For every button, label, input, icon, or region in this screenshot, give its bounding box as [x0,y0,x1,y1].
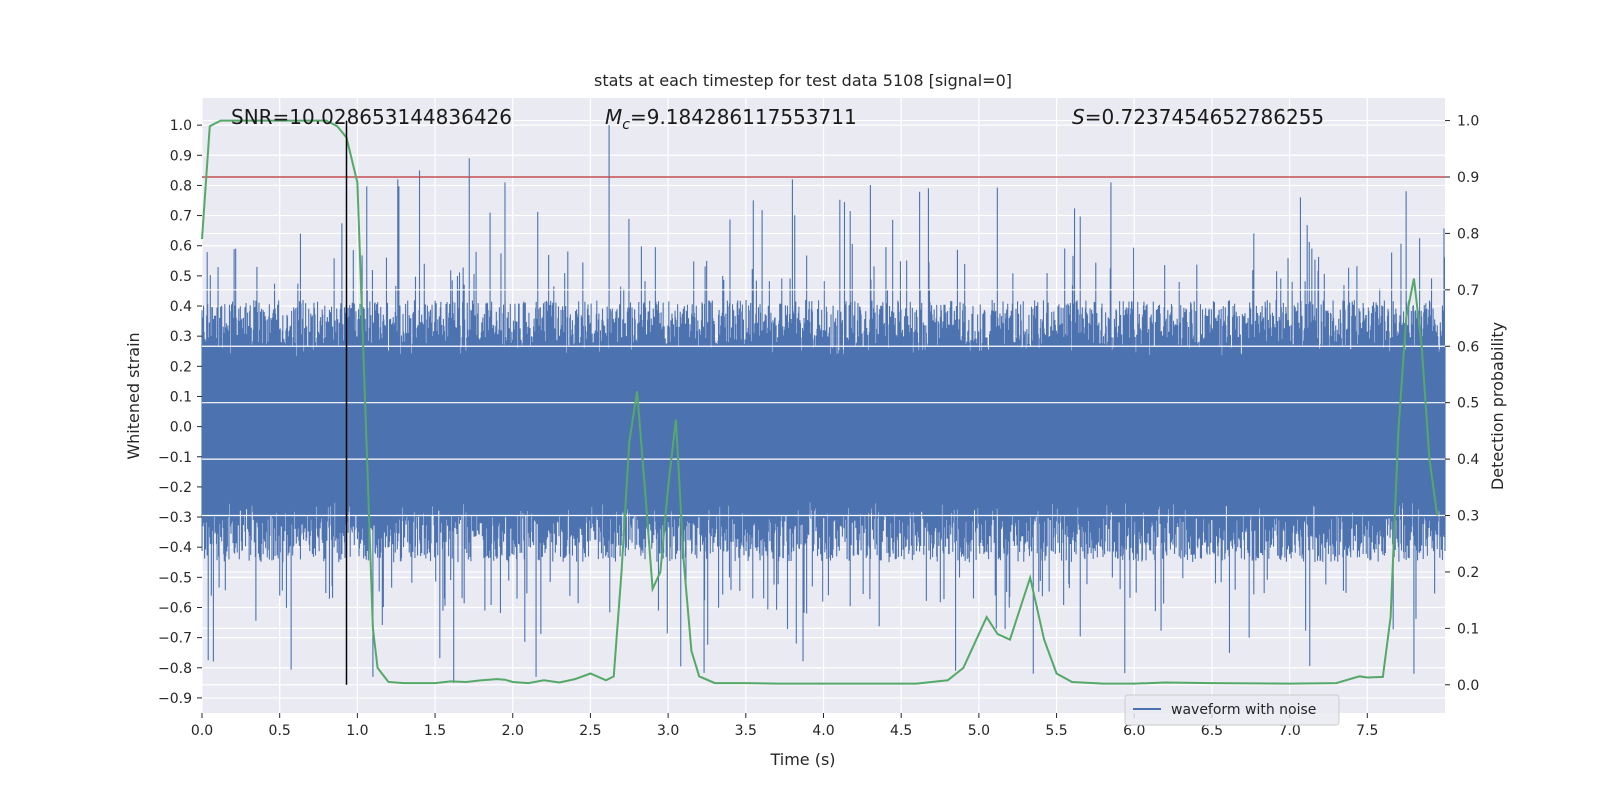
x-axis-label: Time (s) [769,750,835,769]
mc-annotation: Mc=9.184286117553711 [605,105,857,133]
y-left-tick-label: −0.7 [158,631,192,647]
snr-annotation: SNR=10.028653144836426 [231,105,512,129]
y-left-tick-label: −0.6 [158,600,192,616]
y-right-tick-label: 0.6 [1457,339,1479,355]
legend: waveform with noise [1124,694,1340,726]
y-right-tick-label: 0.3 [1457,509,1479,525]
x-tick-label: 6.0 [1123,723,1145,739]
s-symbol: S [1072,105,1085,129]
probability-series-line [201,119,1439,685]
x-tick-label: 6.5 [1201,723,1223,739]
y-right-axis-label: Detection probability [1488,322,1507,490]
y-right-tick-label: 0.4 [1457,452,1479,468]
x-tick-label: 0.5 [269,723,291,739]
y-left-tick-label: −0.3 [158,510,192,526]
x-tick-label: 0.0 [191,723,213,739]
y-left-tick-label: 0.7 [170,209,192,225]
y-right-tick-label: 0.0 [1457,678,1479,694]
x-tick-label: 1.0 [346,723,368,739]
y-left-tick-label: 0.1 [170,389,192,405]
chart-title: stats at each timestep for test data 510… [594,71,1012,90]
legend-box [1124,694,1340,726]
y-left-tick-label: 0.8 [170,178,192,194]
y-right-tick-label: 0.8 [1457,226,1479,242]
x-tick-label: 5.5 [1045,723,1067,739]
waveform-path [201,125,1446,683]
mc-symbol: M [605,105,622,129]
x-tick-label: 4.0 [812,723,834,739]
y-left-tick-label: −0.5 [158,570,192,586]
y-left-tick-label: −0.1 [158,450,192,466]
y-left-tick-label: 0.2 [170,359,192,375]
y-left-tick-label: 0.0 [170,420,192,436]
y-left-axis-label: Whitened strain [124,332,143,459]
y-left-tick-label: −0.9 [158,691,192,707]
y-left-tick-label: 0.4 [170,299,192,315]
x-tick-label: 2.0 [502,723,524,739]
y-left-tick-label: 0.3 [170,329,192,345]
mc-subscript: c [622,117,630,133]
s-annotation: S=0.7237454652786255 [1072,105,1324,129]
y-right-tick-label: 0.7 [1457,283,1479,299]
x-axis-ticks: 0.0 0.5 1.0 1.5 2.0 2.5 3.0 3.5 4.0 4.5 5.0 5.5 6.0 6… [191,713,1378,739]
y-left-tick-label: −0.8 [158,661,192,677]
waveform-series [201,125,1446,683]
mc-value: =9.184286117553711 [630,105,857,129]
legend-label: waveform with noise [1171,702,1316,718]
x-tick-label: 5.0 [968,723,990,739]
y-left-tick-label: 0.5 [170,269,192,285]
y-right-axis-ticks: 0.0 0.1 0.2 0.3 0.4 0.5 0.6 0.7 0.8 0.9 1.0 [1445,114,1479,694]
y-left-tick-label: 0.6 [170,239,192,255]
x-tick-label: 2.5 [579,723,601,739]
y-right-tick-label: 0.2 [1457,565,1479,581]
x-tick-label: 3.5 [735,723,757,739]
x-tick-label: 7.0 [1278,723,1300,739]
x-tick-label: 4.5 [890,723,912,739]
y-left-tick-label: −0.4 [158,540,192,556]
y-left-tick-label: 1.0 [170,118,192,134]
x-tick-label: 3.0 [657,723,679,739]
overlay-grid [202,289,1445,517]
x-tick-label: 1.5 [424,723,446,739]
y-right-tick-label: 0.9 [1457,170,1479,186]
y-left-tick-label: −0.2 [158,480,192,496]
y-left-tick-label: 0.9 [170,148,192,164]
y-left-axis-ticks: −0.9 −0.8 −0.7 −0.6 −0.5 −0.4 −0.3 −0.2 −0.1 0.0 0… [158,118,202,707]
x-tick-label: 7.5 [1356,723,1378,739]
y-right-tick-label: 0.1 [1457,621,1479,637]
y-right-tick-label: 1.0 [1457,114,1479,130]
y-right-tick-label: 0.5 [1457,396,1479,412]
s-value: =0.7237454652786255 [1085,105,1324,129]
